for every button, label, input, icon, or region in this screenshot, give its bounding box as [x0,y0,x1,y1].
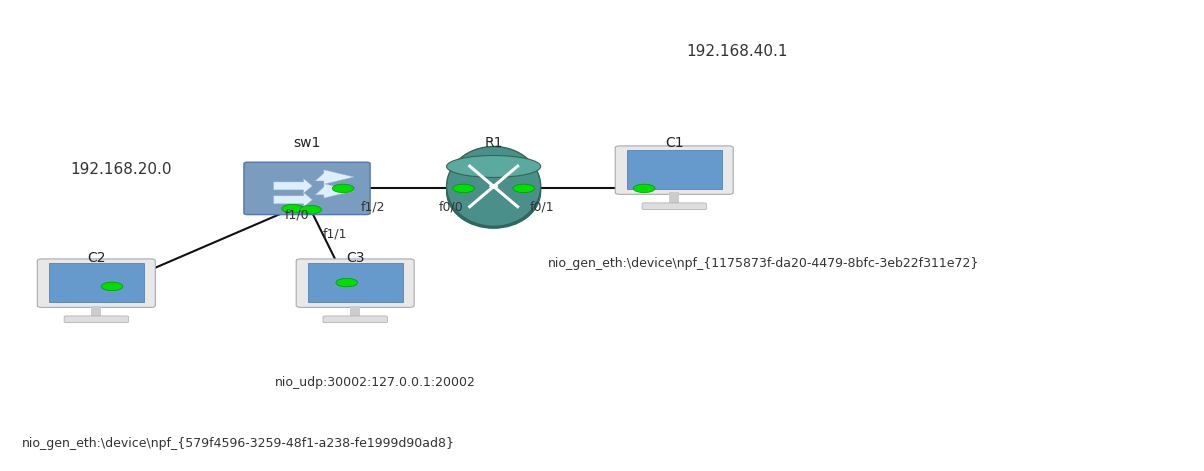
Text: R1: R1 [484,136,503,150]
Polygon shape [315,170,354,184]
Text: f0/0: f0/0 [439,201,464,214]
Text: f1/2: f1/2 [361,201,385,214]
Text: C3: C3 [346,251,365,265]
Circle shape [300,205,321,214]
Text: f0/1: f0/1 [530,201,554,214]
Text: f1/1: f1/1 [323,227,347,241]
Circle shape [101,282,123,291]
Ellipse shape [447,155,541,178]
Circle shape [513,184,535,193]
Bar [307,263,403,302]
Bar [48,263,144,302]
Text: sw1: sw1 [294,136,320,150]
Circle shape [453,184,474,193]
Text: C1: C1 [665,136,684,150]
FancyBboxPatch shape [64,316,129,323]
Text: nio_gen_eth:\device\npf_{1175873f-da20-4479-8bfc-3eb22f311e72}: nio_gen_eth:\device\npf_{1175873f-da20-4… [548,257,979,270]
Polygon shape [273,193,312,207]
Circle shape [332,184,354,193]
Bar [669,193,679,204]
FancyBboxPatch shape [615,146,733,195]
Polygon shape [273,179,312,193]
FancyBboxPatch shape [244,162,370,215]
Circle shape [490,185,497,188]
Ellipse shape [447,155,541,228]
Bar [92,306,101,317]
FancyBboxPatch shape [37,259,155,308]
Text: C2: C2 [87,251,106,265]
Text: 192.168.40.1: 192.168.40.1 [686,44,787,59]
Text: f1/0: f1/0 [285,209,309,222]
Bar [626,150,722,189]
FancyBboxPatch shape [642,203,707,210]
FancyBboxPatch shape [296,259,414,308]
Bar [350,306,360,317]
Circle shape [282,204,303,213]
Circle shape [336,278,358,287]
Text: nio_gen_eth:\device\npf_{579f4596-3259-48f1-a238-fe1999d90ad8}: nio_gen_eth:\device\npf_{579f4596-3259-4… [22,437,455,450]
Ellipse shape [447,146,541,226]
Circle shape [633,184,655,193]
FancyBboxPatch shape [323,316,388,323]
Text: 192.168.20.0: 192.168.20.0 [70,162,171,177]
Text: nio_udp:30002:127.0.0.1:20002: nio_udp:30002:127.0.0.1:20002 [275,376,476,389]
Polygon shape [315,184,354,198]
